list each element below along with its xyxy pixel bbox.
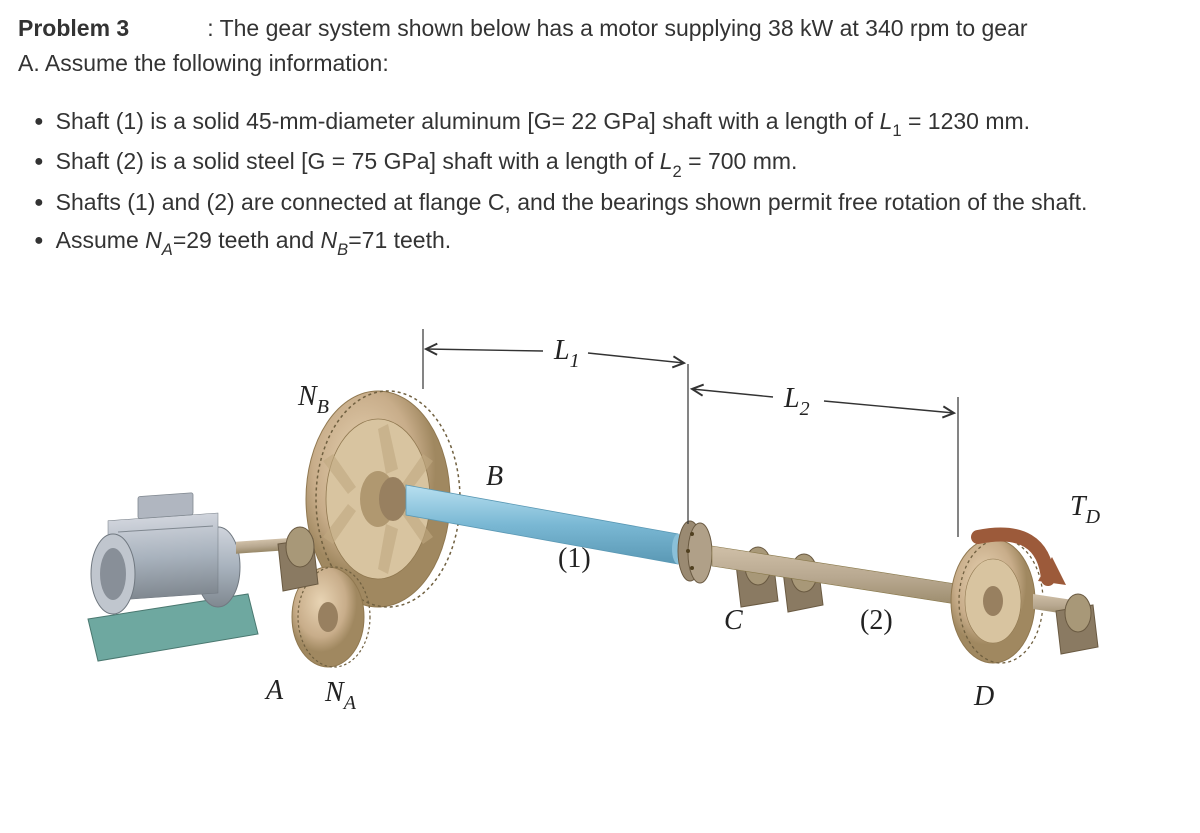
sub-1: 1 [892,121,901,140]
label-shaft1: (1) [558,543,591,574]
problem-number: Problem 3 [18,12,129,45]
gear-system-diagram: L1 L2 NB NA A B C D TD (1) (2) [18,289,1182,719]
bullet-pre: Shaft (2) is a solid steel [G = 75 GPa] … [56,148,660,174]
bullet-1: ● Shaft (1) is a solid 45-mm-diameter al… [34,105,1182,142]
label-a: A [264,675,284,706]
flange-c [678,521,712,583]
bullet-text: Assume NA=29 teeth and NB=71 teeth. [56,224,1182,261]
label-shaft2: (2) [860,605,893,636]
bullet-dot: ● [34,186,44,220]
var-L: L [880,108,893,134]
bullet-post: = 700 mm. [682,148,798,174]
bullet-text: Shaft (2) is a solid steel [G = 75 GPa] … [56,145,1182,182]
problem-header: Problem 3 : The gear system shown below … [18,12,1182,45]
dim-l2 [692,389,958,537]
bullet-3: ● Shafts (1) and (2) are connected at fl… [34,186,1182,220]
bullet-dot: ● [34,224,44,258]
var-NA: N [145,227,162,253]
bullet-dot: ● [34,105,44,139]
bearing-b [278,527,318,591]
bullet-post: =71 teeth. [348,227,451,253]
intro-text-2: A. Assume the following information: [18,47,1182,80]
var-L: L [660,148,673,174]
bullet-post: = 1230 mm. [902,108,1030,134]
label-td: TD [1070,491,1101,528]
sub-2: 2 [673,162,682,181]
label-d: D [973,681,994,712]
label-b: B [486,461,503,492]
bullet-pre: Shafts (1) and (2) are connected at flan… [56,189,1088,215]
intro-text-1: : The gear system shown below has a moto… [207,12,1027,45]
bullet-2: ● Shaft (2) is a solid steel [G = 75 GPa… [34,145,1182,182]
bullet-pre: Shaft (1) is a solid 45-mm-diameter alum… [56,108,880,134]
bullet-dot: ● [34,145,44,179]
bullet-list: ● Shaft (1) is a solid 45-mm-diameter al… [34,105,1182,261]
label-na: NA [324,677,357,714]
label-l2: L2 [783,383,810,420]
label-c: C [724,605,743,636]
sub-A: A [162,240,173,259]
label-nb: NB [297,381,329,418]
bullet-pre: Assume [56,227,145,253]
bullet-4: ● Assume NA=29 teeth and NB=71 teeth. [34,224,1182,261]
bullet-mid: =29 teeth and [173,227,321,253]
diagram-svg: L1 L2 NB NA A B C D TD (1) (2) [18,289,1182,719]
bullet-text: Shaft (1) is a solid 45-mm-diameter alum… [56,105,1182,142]
bullet-text: Shafts (1) and (2) are connected at flan… [56,186,1182,219]
motor [88,492,306,660]
sub-B: B [337,240,348,259]
var-NB: N [321,227,338,253]
label-l1: L1 [553,335,580,372]
